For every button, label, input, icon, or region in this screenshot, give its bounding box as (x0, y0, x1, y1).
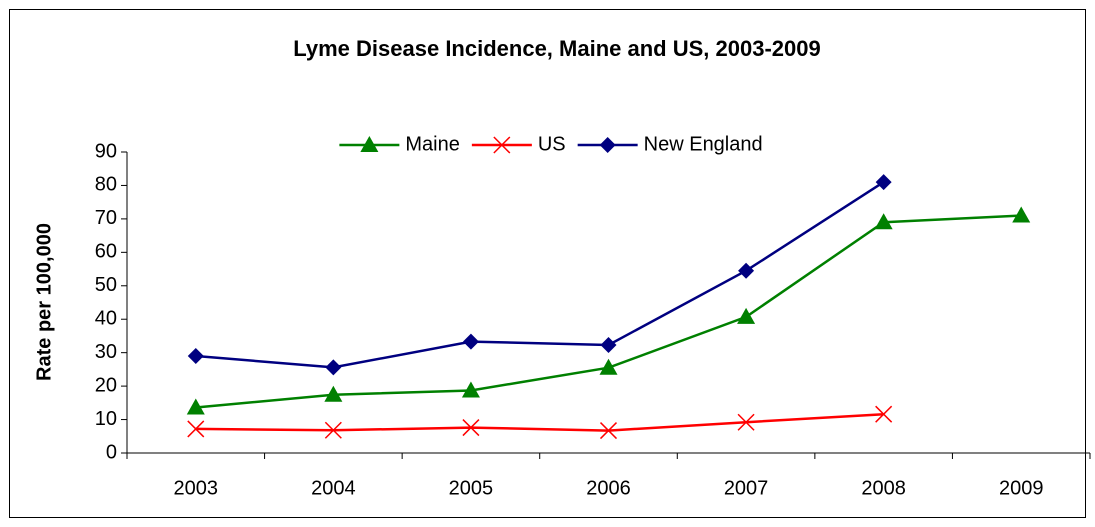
y-tick-label: 50 (95, 274, 117, 296)
marker (599, 137, 616, 153)
legend-label: Maine (405, 133, 459, 155)
marker (324, 421, 342, 439)
x-tick-label: 2009 (999, 477, 1044, 499)
series-line (195, 412, 884, 432)
legend-item: Maine (339, 133, 460, 155)
marker (600, 336, 617, 353)
y-tick-label: 0 (106, 441, 117, 463)
y-tick-label: 60 (95, 241, 117, 263)
marker (875, 174, 892, 191)
marker (325, 359, 342, 376)
x-tick-label: 2003 (174, 477, 219, 499)
y-tick-label: 80 (95, 174, 117, 196)
marker (875, 405, 893, 423)
series-line (195, 181, 885, 369)
marker (324, 385, 343, 402)
chart-border (9, 9, 1086, 518)
marker (737, 307, 756, 324)
marker (493, 136, 511, 154)
legend-item: US (471, 133, 566, 155)
y-tick-label: 70 (95, 207, 117, 229)
legend-item: New England (577, 133, 763, 155)
y-tick-label: 30 (95, 341, 117, 363)
marker (874, 213, 893, 230)
marker (599, 422, 618, 440)
y-axis-label: Rate per 100,000 (33, 223, 55, 381)
y-tick-label: 90 (95, 140, 117, 162)
marker (462, 419, 480, 437)
marker (599, 358, 618, 375)
marker (360, 136, 379, 152)
marker (1012, 206, 1031, 223)
x-tick-label: 2008 (861, 477, 906, 499)
marker (737, 413, 755, 431)
y-tick-label: 20 (95, 374, 117, 396)
marker (187, 348, 204, 365)
marker (461, 381, 480, 398)
x-tick-label: 2004 (311, 477, 356, 499)
marker (462, 333, 479, 350)
legend-label: New England (644, 133, 763, 155)
y-tick-label: 10 (95, 408, 117, 430)
marker (186, 398, 205, 415)
legend-label: US (538, 133, 566, 155)
marker (187, 420, 205, 438)
x-tick-label: 2006 (586, 477, 631, 499)
marker (738, 262, 755, 279)
x-tick-label: 2005 (449, 477, 494, 499)
x-tick-label: 2007 (724, 477, 769, 499)
y-tick-label: 40 (95, 308, 117, 330)
chart-title: Lyme Disease Incidence, Maine and US, 20… (293, 36, 820, 61)
